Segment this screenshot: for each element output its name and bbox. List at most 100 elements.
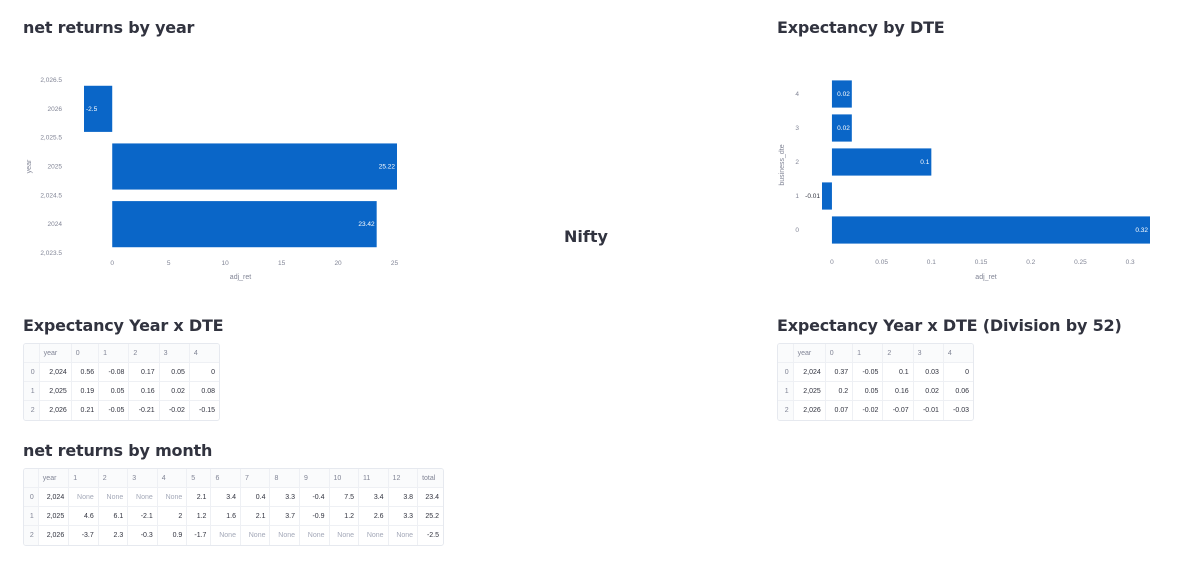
row-index[interactable]: 1	[24, 507, 39, 526]
table-cell[interactable]: 2,025	[39, 382, 72, 401]
table-cell[interactable]: 0.16	[129, 382, 160, 401]
table-cell[interactable]: -0.02	[853, 401, 884, 420]
column-header[interactable]: 3	[159, 344, 190, 363]
table-cell[interactable]: 2,026	[794, 401, 826, 420]
table-cell[interactable]: 0.16	[883, 382, 914, 401]
column-header[interactable]: 4	[157, 469, 188, 488]
table-cell[interactable]: None	[270, 526, 300, 545]
column-header[interactable]: 1	[69, 469, 99, 488]
column-header[interactable]: 2	[98, 469, 129, 488]
column-header[interactable]: 4	[943, 344, 973, 363]
column-header[interactable]: 1	[99, 344, 130, 363]
table-cell[interactable]: 2,025	[38, 507, 70, 526]
row-index[interactable]: 2	[778, 401, 794, 420]
column-header[interactable]: 11	[359, 469, 389, 488]
table-cell[interactable]: None	[128, 488, 158, 507]
table-cell[interactable]: 0.37	[825, 363, 854, 382]
table-cell[interactable]: None	[157, 488, 188, 507]
table-cell[interactable]: 0.05	[159, 363, 190, 382]
table-cell[interactable]: 0.05	[99, 382, 130, 401]
column-header[interactable]: year	[38, 469, 70, 488]
table-cell[interactable]: 1.2	[187, 507, 212, 526]
table-cell[interactable]: 2.1	[240, 507, 271, 526]
year-returns-chart[interactable]: 2,026.520262,025.520252,024.520242,023.5…	[0, 60, 430, 290]
table-cell[interactable]: -0.02	[160, 401, 190, 420]
column-header[interactable]: 3	[913, 344, 944, 363]
table-cell[interactable]: -0.15	[199, 407, 215, 414]
column-header[interactable]: 8	[270, 469, 300, 488]
table-cell[interactable]: 0.19	[71, 382, 100, 401]
column-header[interactable]: 7	[240, 469, 271, 488]
table-cell[interactable]: -2.5	[426, 532, 439, 539]
column-header[interactable]: 10	[329, 469, 360, 488]
table-cell[interactable]: 0.56	[71, 363, 100, 382]
table-cell[interactable]: -0.08	[99, 363, 130, 382]
table-cell[interactable]: 0.06	[943, 382, 973, 401]
table-cell[interactable]: 2.1	[187, 488, 212, 507]
table-cell[interactable]: -1.7	[187, 526, 212, 545]
table-cell[interactable]: 0.1	[883, 363, 914, 382]
dte-expectancy-chart[interactable]: 4 0.02 3 0.02 2 0.1 1 -0.01 0 0.32 0 0.05 0.1 0.15 0.2…	[760, 75, 1180, 290]
table-cell[interactable]: 1.6	[211, 507, 241, 526]
table-cell[interactable]: 23.4	[418, 488, 443, 507]
table-cell[interactable]: -0.4	[300, 488, 330, 507]
table-cell[interactable]: 2,024	[39, 363, 72, 382]
table-cell[interactable]: 2	[157, 507, 188, 526]
table-cell[interactable]: -0.05	[99, 401, 130, 420]
table-cell[interactable]: -0.03	[953, 407, 969, 414]
expectancy-year-dte-div52-table[interactable]: year 0 1 2 3 4 0 2,024 0.37 -0.05 0.1 0.03 0 1 2,025 0.…	[777, 343, 974, 421]
table-cell[interactable]: -0.05	[853, 363, 884, 382]
table-cell[interactable]: 0.05	[853, 382, 884, 401]
table-cell[interactable]: 2.6	[359, 507, 389, 526]
table-cell[interactable]: 3.4	[359, 488, 389, 507]
column-header[interactable]	[778, 344, 794, 363]
row-index[interactable]: 0	[778, 363, 794, 382]
table-cell[interactable]: 0.2	[825, 382, 854, 401]
table-cell[interactable]: -2.1	[128, 507, 158, 526]
column-header[interactable]: 2	[129, 344, 160, 363]
table-cell[interactable]: -0.07	[883, 401, 914, 420]
column-header[interactable]	[24, 344, 40, 363]
column-header[interactable]: 0	[825, 344, 854, 363]
row-index[interactable]: 1	[24, 382, 40, 401]
column-header[interactable]: 4	[189, 344, 219, 363]
table-cell[interactable]: 3.8	[388, 488, 419, 507]
table-cell[interactable]: 2,026	[40, 401, 72, 420]
table-cell[interactable]: None	[98, 488, 129, 507]
table-cell[interactable]: 0.02	[913, 382, 944, 401]
table-cell[interactable]: 0.02	[159, 382, 190, 401]
table-cell[interactable]: 0.21	[72, 401, 100, 420]
table-cell[interactable]: None	[300, 526, 330, 545]
row-index[interactable]: 0	[24, 488, 39, 507]
table-cell[interactable]: 3.7	[270, 507, 300, 526]
table-cell[interactable]: 6.1	[98, 507, 129, 526]
table-cell[interactable]: 0	[943, 363, 973, 382]
column-header[interactable]	[24, 469, 39, 488]
table-cell[interactable]: None	[389, 526, 419, 545]
table-cell[interactable]: -0.01	[914, 401, 944, 420]
table-cell[interactable]: None	[241, 526, 271, 545]
table-cell[interactable]: 0.07	[826, 401, 854, 420]
expectancy-year-dte-table[interactable]: year 0 1 2 3 4 0 2,024 0.56 -0.08 0.17 0.05 0 1 2,025 0…	[23, 343, 220, 421]
row-index[interactable]: 0	[24, 363, 40, 382]
table-cell[interactable]: 2,025	[793, 382, 826, 401]
net-returns-by-month-table[interactable]: year 1 2 3 4 5 6 7 8 9 10 11 12 total 0 2,024 None None No…	[23, 468, 444, 546]
table-cell[interactable]: 3.4	[211, 488, 241, 507]
column-header[interactable]: 6	[211, 469, 241, 488]
table-cell[interactable]: 3.3	[388, 507, 419, 526]
table-cell[interactable]: 2,026	[39, 526, 70, 545]
column-header[interactable]: 5	[187, 469, 212, 488]
table-cell[interactable]: 0.9	[158, 526, 188, 545]
column-header[interactable]: 0	[71, 344, 100, 363]
table-cell[interactable]: 7.5	[329, 488, 360, 507]
table-cell[interactable]: 0.17	[129, 363, 160, 382]
column-header[interactable]: 12	[388, 469, 419, 488]
column-header[interactable]: 1	[853, 344, 884, 363]
table-cell[interactable]: 0.4	[240, 488, 271, 507]
row-index[interactable]: 1	[778, 382, 794, 401]
column-header[interactable]: year	[39, 344, 72, 363]
table-cell[interactable]: 1.2	[329, 507, 360, 526]
table-cell[interactable]: -3.7	[69, 526, 99, 545]
column-header[interactable]: total	[418, 469, 443, 488]
table-cell[interactable]: 3.3	[270, 488, 300, 507]
